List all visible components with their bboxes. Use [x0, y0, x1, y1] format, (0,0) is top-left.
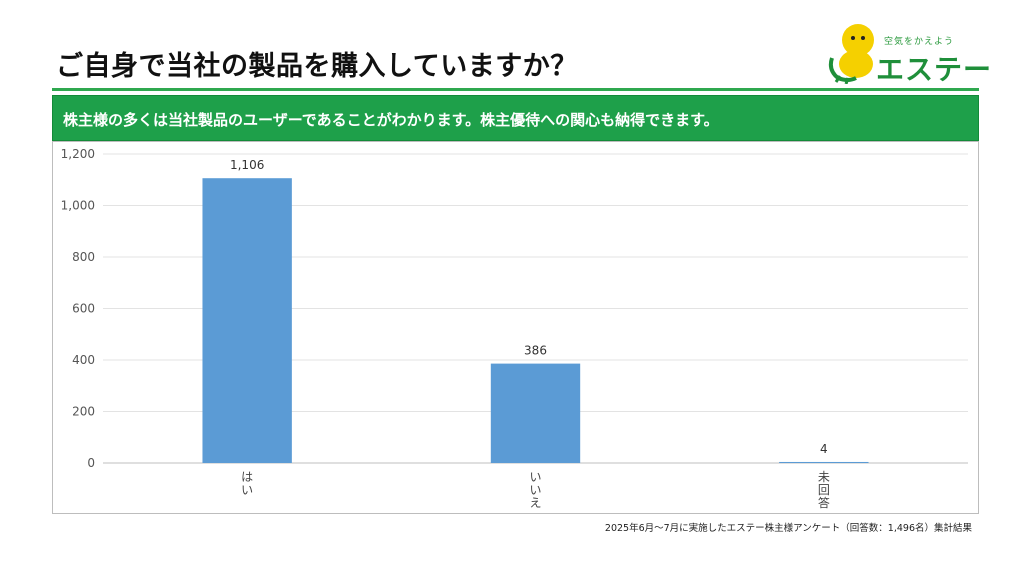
- y-tick-label: 600: [72, 302, 95, 316]
- x-category-label: 未回答: [818, 470, 830, 510]
- y-tick-label: 800: [72, 250, 95, 264]
- logo-name: エステー: [876, 53, 993, 86]
- data-label: 4: [820, 442, 828, 456]
- bar: [202, 178, 292, 463]
- banner-text: 株主様の多くは当社製品のユーザーであることがわかります。株主優待への関心も納得で…: [63, 111, 719, 129]
- page-title: ご自身で当社の製品を購入していますか？: [56, 51, 578, 82]
- x-category-label: いいえ: [529, 470, 541, 510]
- bar-chart-svg: 0 200 400 600 800 1,000 1,200 1,106 はい 386 いいえ 4 未回答: [61, 147, 968, 510]
- title-divider: [52, 88, 979, 91]
- y-tick-label: 0: [87, 456, 95, 470]
- data-label: 386: [524, 344, 547, 358]
- y-tick-label: 200: [72, 405, 95, 419]
- summary-banner: 株主様の多くは当社製品のユーザーであることがわかります。株主優待への関心も納得で…: [52, 95, 979, 141]
- logo-tagline: 空気をかえよう: [884, 37, 955, 47]
- survey-footnote: 2025年6月～7月に実施したエステー株主様アンケート（回答数：1,496名）集…: [604, 523, 972, 534]
- y-tick-label: 1,200: [61, 147, 95, 161]
- bar-chart: 0 200 400 600 800 1,000 1,200 1,106 はい 386 いいえ 4 未回答: [52, 141, 979, 514]
- data-label: 1,106: [230, 158, 264, 172]
- mascot-icon: [828, 24, 874, 85]
- y-tick-label: 400: [72, 353, 95, 367]
- company-logo: [826, 18, 976, 85]
- y-tick-label: 1,000: [61, 199, 95, 213]
- bar: [779, 461, 869, 463]
- x-category-label: はい: [241, 470, 253, 497]
- bar: [490, 363, 581, 463]
